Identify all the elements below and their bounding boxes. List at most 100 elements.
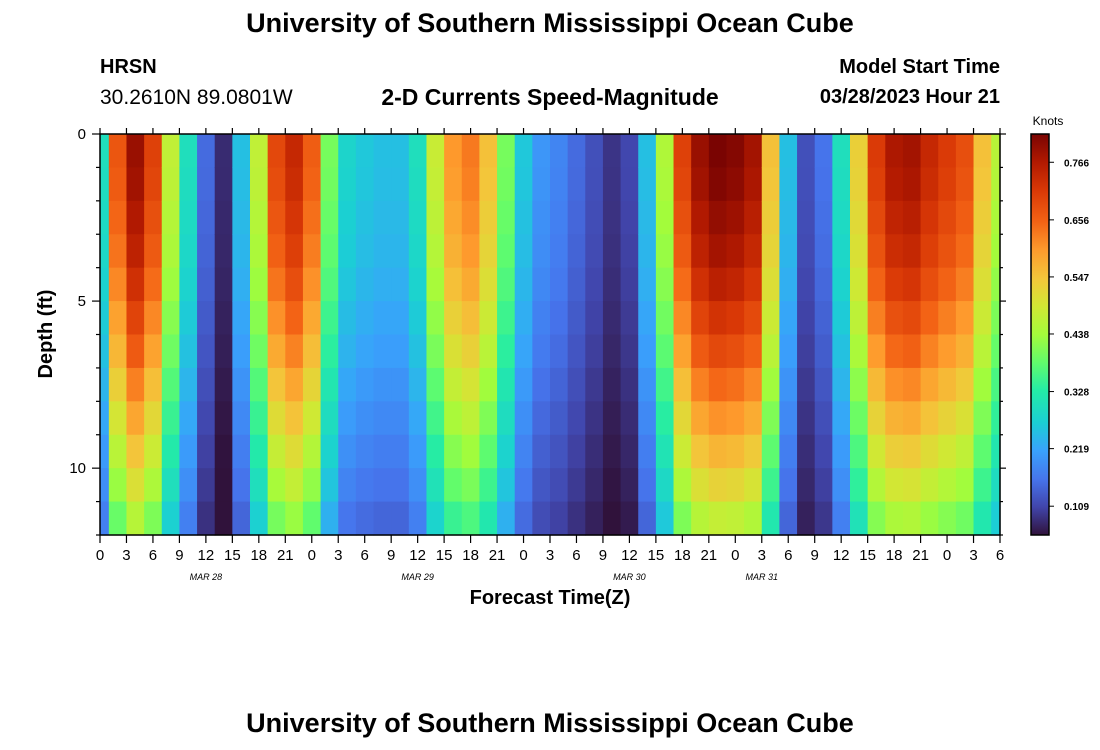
heatmap-cell — [179, 334, 198, 369]
heatmap-cell — [673, 401, 692, 436]
heatmap-cell — [779, 468, 798, 503]
heatmap-cell — [214, 267, 233, 302]
heatmap-cell — [708, 267, 728, 302]
heatmap-cell — [850, 267, 869, 302]
heatmap-cell — [144, 401, 163, 436]
heatmap-cell — [497, 301, 516, 336]
heatmap-cell — [302, 167, 322, 202]
heatmap-cell — [408, 367, 428, 402]
heatmap-cell — [761, 134, 781, 169]
heatmap-cell — [497, 134, 516, 169]
heatmap-cell — [885, 401, 904, 436]
heatmap-cell — [832, 401, 851, 436]
heatmap-cell — [638, 501, 657, 536]
heatmap-cell — [426, 334, 445, 369]
heatmap-cell — [302, 134, 322, 169]
heatmap-cell — [550, 167, 569, 202]
x-tick-label: 0 — [308, 547, 316, 564]
heatmap-cell — [602, 200, 622, 235]
heatmap-cell — [100, 501, 110, 536]
heatmap-cell — [355, 468, 375, 503]
heatmap-cell — [620, 234, 639, 269]
heatmap-cell — [585, 434, 604, 469]
heatmap-cell — [673, 501, 692, 536]
heatmap-cell — [761, 234, 781, 269]
heatmap-cell — [373, 167, 392, 202]
heatmap-cell — [232, 434, 251, 469]
heatmap-cell — [144, 134, 163, 169]
heatmap-cell — [814, 200, 833, 235]
heatmap-cell — [991, 301, 1001, 336]
heatmap-cell — [638, 401, 657, 436]
heatmap-cell — [550, 334, 569, 369]
heatmap-cell — [144, 334, 163, 369]
heatmap-cell — [214, 367, 233, 402]
heatmap-cell — [726, 167, 745, 202]
heatmap-cell — [126, 468, 145, 503]
heatmap-cell — [426, 401, 445, 436]
x-tick-label: 21 — [489, 547, 506, 564]
heatmap-cell — [779, 401, 798, 436]
heatmap-cell — [479, 301, 498, 336]
heatmap-cell — [814, 434, 833, 469]
heatmap-cell — [197, 434, 216, 469]
heatmap-cell — [285, 468, 304, 503]
heatmap-cell — [100, 301, 110, 336]
x-tick-label: 3 — [758, 547, 766, 564]
heatmap-cell — [691, 301, 710, 336]
heatmap-cell — [320, 167, 339, 202]
heatmap-cell — [938, 267, 957, 302]
heatmap-cell — [867, 167, 886, 202]
heatmap-cell — [338, 334, 357, 369]
heatmap-cell — [902, 334, 922, 369]
heatmap-cell — [461, 234, 481, 269]
heatmap-cell — [885, 501, 904, 536]
heatmap-cell — [832, 367, 851, 402]
heatmap-cell — [144, 468, 163, 503]
heatmap-cell — [161, 434, 181, 469]
heatmap-cell — [267, 200, 286, 235]
heatmap-cell — [655, 468, 675, 503]
heatmap-cell — [391, 134, 410, 169]
heatmap-cell — [161, 468, 181, 503]
colorbar-tick-label: 0.766 — [1064, 158, 1089, 169]
heatmap-cell — [479, 468, 498, 503]
heatmap-cell — [814, 267, 833, 302]
heatmap-cell — [691, 501, 710, 536]
heatmap-cell — [514, 234, 533, 269]
heatmap-cell — [197, 367, 216, 402]
heatmap-cell — [373, 334, 392, 369]
heatmap-cell — [902, 367, 922, 402]
heatmap-cell — [285, 434, 304, 469]
heatmap-cell — [320, 434, 339, 469]
heatmap-cell — [338, 301, 357, 336]
heatmap-cell — [408, 401, 428, 436]
heatmap-cell — [850, 301, 869, 336]
heatmap-cell — [267, 234, 286, 269]
heatmap-cell — [673, 434, 692, 469]
heatmap-cell — [161, 234, 181, 269]
heatmap-cell — [214, 200, 233, 235]
heatmap-cell — [126, 267, 145, 302]
heatmap-cell — [638, 367, 657, 402]
heatmap-cell — [197, 267, 216, 302]
heatmap-cell — [850, 401, 869, 436]
heatmap-cell — [179, 501, 198, 536]
heatmap-cell — [920, 301, 939, 336]
heatmap-cell — [426, 501, 445, 536]
heatmap-cell — [602, 434, 622, 469]
heatmap-cell — [585, 234, 604, 269]
x-tick-label: 15 — [224, 547, 241, 564]
heatmap-cell — [497, 200, 516, 235]
heatmap-cell — [973, 200, 992, 235]
heatmap-cell — [391, 301, 410, 336]
heatmap-cell — [391, 167, 410, 202]
heatmap-cell — [550, 468, 569, 503]
heatmap-cell — [355, 234, 375, 269]
heatmap-cell — [461, 434, 481, 469]
heatmap-cell — [497, 434, 516, 469]
heatmap-cell — [602, 367, 622, 402]
heatmap-cell — [497, 167, 516, 202]
heatmap-cell — [761, 267, 781, 302]
x-tick-label: 3 — [969, 547, 977, 564]
